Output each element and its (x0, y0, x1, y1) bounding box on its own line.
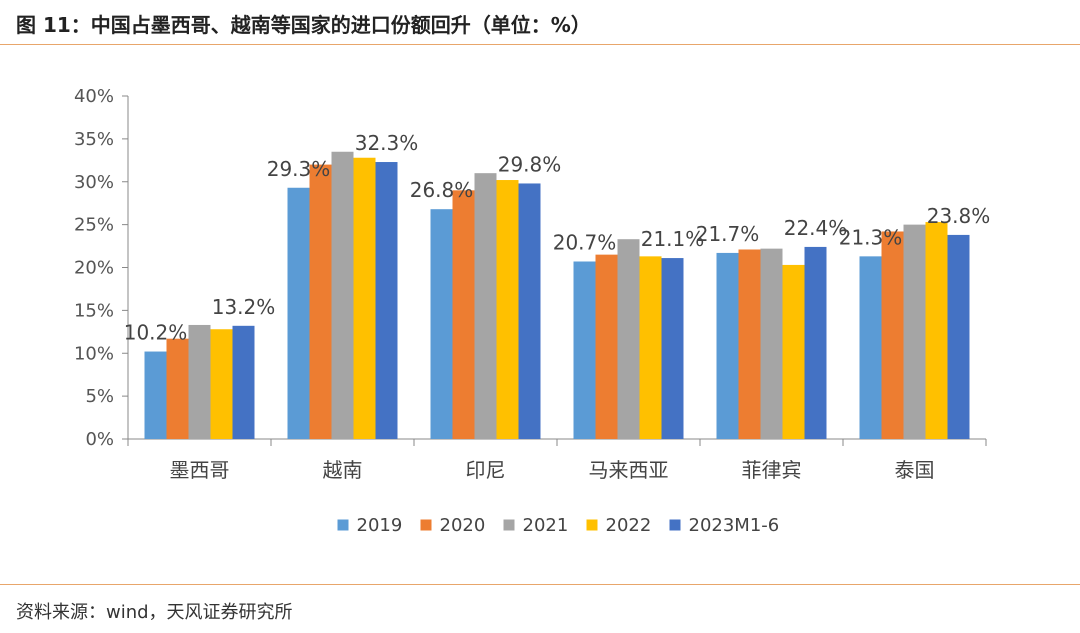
bar (573, 261, 596, 439)
bar (639, 256, 662, 439)
data-label: 10.2% (124, 321, 188, 345)
data-label: 21.7% (696, 222, 760, 246)
y-tick-label: 20% (74, 258, 114, 279)
bar (947, 234, 970, 439)
y-tick-label: 40% (74, 86, 114, 107)
bars (144, 151, 970, 440)
bar (353, 157, 376, 440)
data-label: 23.8% (927, 204, 991, 228)
legend: 2019 2020 2021 2022 2023M1-6 (337, 515, 780, 536)
figure-title: 图 11：中国占墨西哥、越南等国家的进口份额回升（单位：%） (16, 13, 591, 37)
bar (738, 249, 761, 439)
legend-swatch (586, 519, 598, 531)
bar (804, 246, 827, 439)
x-category-label: 马来西亚 (589, 458, 669, 482)
bar (595, 254, 618, 439)
data-label: 32.3% (355, 131, 419, 155)
bar (782, 264, 805, 439)
y-axis: 0% 5% 10% 15% 20% 25% 30% 35% 40% (74, 86, 129, 450)
bar (144, 351, 167, 439)
legend-label: 2023M1-6 (689, 515, 780, 536)
legend-swatch (669, 519, 681, 531)
x-category-label: 泰国 (895, 458, 935, 482)
data-label: 22.4% (784, 216, 848, 240)
data-label: 20.7% (553, 230, 617, 254)
bar (232, 325, 255, 439)
data-label: 21.1% (641, 227, 705, 251)
data-labels: 10.2% 13.2% 29.3% 32.3% 26.8% 29.8% 20.7% 21.1%… (124, 131, 991, 345)
bar (903, 224, 926, 439)
bar (617, 239, 640, 439)
bar (331, 151, 354, 440)
data-label: 29.3% (267, 157, 331, 181)
y-tick-label: 30% (74, 172, 114, 193)
bar (166, 338, 189, 439)
bar (496, 180, 519, 439)
x-category-label: 墨西哥 (170, 458, 230, 482)
y-tick-label: 5% (85, 386, 114, 407)
bar (452, 190, 475, 439)
y-tick-label: 10% (74, 343, 114, 364)
bar (474, 173, 497, 440)
bar (661, 258, 684, 439)
bar (518, 183, 541, 439)
data-label: 26.8% (410, 178, 474, 202)
bar (375, 162, 398, 439)
bar (859, 256, 882, 439)
bar (760, 248, 783, 439)
x-category-label: 菲律宾 (742, 458, 802, 482)
bar (309, 164, 332, 439)
legend-label: 2021 (523, 515, 569, 536)
data-label: 29.8% (498, 152, 562, 176)
y-tick-label: 0% (85, 429, 114, 450)
title-divider (0, 44, 1080, 45)
bar-chart: 0% 5% 10% 15% 20% 25% 30% 35% 40% 墨西哥 越南 印尼 马来西亚 菲律宾… (74, 86, 991, 536)
y-tick-label: 15% (74, 300, 114, 321)
legend-label: 2022 (606, 515, 652, 536)
bar (925, 222, 948, 439)
bar (430, 209, 453, 439)
data-label: 13.2% (212, 295, 276, 319)
bar (716, 252, 739, 439)
legend-swatch (420, 519, 432, 531)
source-divider (0, 584, 1080, 585)
bar (287, 187, 310, 439)
x-category-label: 越南 (323, 458, 363, 482)
legend-label: 2020 (440, 515, 486, 536)
legend-label: 2019 (357, 515, 403, 536)
bar (210, 329, 233, 439)
y-tick-label: 35% (74, 129, 114, 150)
x-category-label: 印尼 (466, 458, 506, 482)
bar (881, 231, 904, 439)
bar (188, 324, 211, 439)
legend-swatch (503, 519, 515, 531)
x-axis: 墨西哥 越南 印尼 马来西亚 菲律宾 泰国 (127, 438, 987, 482)
y-tick-label: 25% (74, 215, 114, 236)
legend-swatch (337, 519, 349, 531)
source-note: 资料来源：wind，天风证券研究所 (16, 602, 293, 623)
data-label: 21.3% (839, 225, 903, 249)
